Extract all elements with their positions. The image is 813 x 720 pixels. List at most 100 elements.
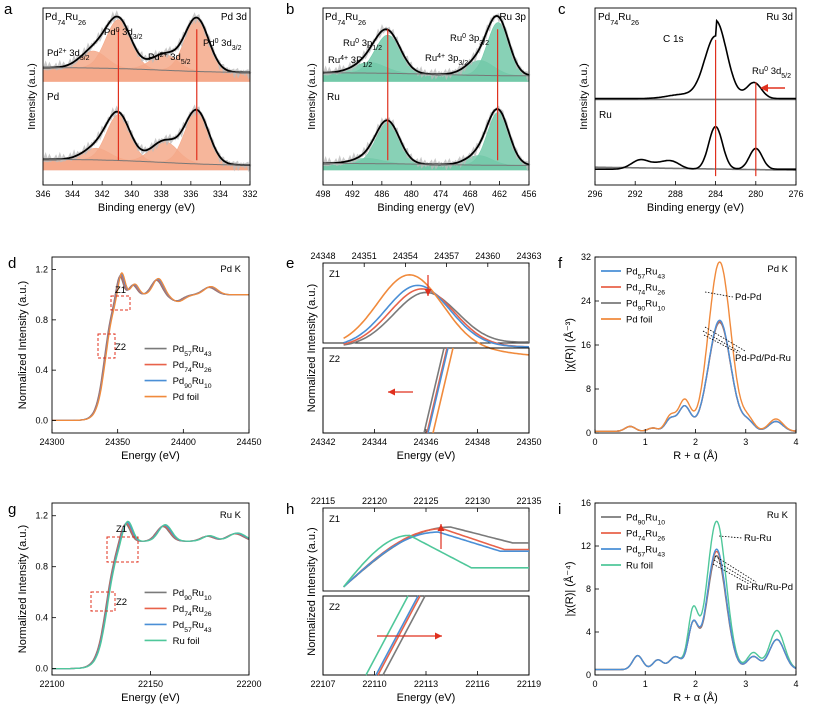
x-axis-label: Energy (eV) [121, 450, 180, 462]
x-axis-label: R + α (Å) [673, 691, 718, 704]
arrow-head [437, 524, 445, 531]
panel-letter: f [558, 255, 563, 272]
x-tick-label: 288 [668, 189, 683, 199]
x-tick-label: 2 [693, 437, 698, 447]
peak-annotation: Pd0 3d3/2 [104, 27, 143, 41]
x-tick-label: 0 [592, 437, 597, 447]
y-tick-label: 0 [586, 428, 591, 438]
x-tick-label: 344 [65, 189, 80, 199]
zoom-curve-z1 [343, 291, 529, 346]
y-tick-label: 0.0 [35, 415, 48, 425]
legend-label: Pd foil [626, 315, 652, 326]
y-tick-label: 0.4 [35, 613, 48, 623]
x-axis-label: Binding energy (eV) [98, 202, 195, 214]
x-tick-label: 2 [693, 679, 698, 689]
x-tick-label: 24344 [362, 437, 387, 447]
legend-label: Ru foil [626, 561, 653, 572]
y-tick-label: 1.2 [35, 265, 48, 275]
x-tick-label: 498 [315, 189, 330, 199]
legend-label: Pd74Ru26 [173, 360, 212, 374]
y-tick-label: 0.0 [35, 664, 48, 674]
x-axis-label: Binding energy (eV) [377, 202, 474, 214]
x-axis-label: Energy (eV) [121, 692, 180, 704]
x-tick-label: 0 [592, 679, 597, 689]
x-tick-label: 338 [154, 189, 169, 199]
peak-annotation: Pd0 3d3/2 [203, 38, 242, 52]
x-tick-label: 280 [748, 189, 763, 199]
panel-d: d Z1 Z2 24300 24350 24400 24450 0.0 0.4 0.8 1.2 Ene… [8, 255, 262, 462]
panel-letter: h [286, 501, 294, 518]
panel-letter: g [8, 501, 16, 518]
x-tick-label: 22135 [516, 496, 541, 506]
x-tick-label: 474 [433, 189, 448, 199]
y-axis-label: |χ(R)| (Å⁻⁴) [563, 561, 576, 616]
baseline-ref [323, 163, 529, 166]
x-tick-label: 22113 [414, 679, 438, 689]
x-tick-label: 24363 [516, 251, 541, 261]
panel-e: e 24348 24351 24354 24357 24360 24363 24342 2434… [286, 251, 542, 462]
zoom-box [97, 333, 116, 359]
y-tick-label: 4 [586, 627, 591, 637]
y-tick-label: 8 [586, 384, 591, 394]
zoom-curve-z2 [432, 347, 454, 434]
panel-g: g Z1 Z2 22100 22150 22200 0.0 0.4 0.8 1.2 Energy (… [8, 501, 262, 704]
xanes-curve [52, 521, 250, 670]
x-tick-label: 24346 [413, 437, 438, 447]
arrow-head [388, 388, 395, 396]
legend-label: Pd90Ru10 [173, 376, 212, 390]
arrow-head [760, 84, 768, 92]
zoom-label: Z2 [116, 597, 127, 608]
x-tick-label: 22119 [517, 679, 541, 689]
panel-a: a 346 344 342 340 338 336 334 332 Binding energy … [4, 1, 258, 214]
baseline-sample [43, 67, 251, 73]
annotation-leader [704, 291, 734, 298]
zoom-curve-z2 [427, 347, 449, 434]
x-tick-label: 340 [124, 189, 139, 199]
zoom-box [110, 295, 131, 311]
x-tick-label: 24300 [39, 437, 64, 447]
y-axis-label: |χ(R)| (Å⁻³) [563, 318, 576, 372]
zoom-curve-z1 [343, 528, 529, 588]
arrow-head [435, 632, 442, 640]
x-tick-label: 332 [242, 189, 257, 199]
x-tick-label: 24351 [352, 251, 377, 261]
panel-h: h 22115 22120 22125 22130 22135 22107 22110 2211… [286, 496, 542, 704]
plot-frame [42, 7, 251, 186]
x-tick-label: 492 [345, 189, 360, 199]
x-tick-label: 22125 [413, 496, 438, 506]
plot-frame [322, 7, 530, 186]
y-tick-label: 8 [586, 584, 591, 594]
peak-annotation: Pd2+ 3d5/2 [148, 52, 191, 66]
edge-title: Pd K [767, 264, 788, 275]
xanes-curve [52, 523, 250, 670]
y-tick-label: 32 [581, 252, 591, 262]
y-axis-label: Intensity (a.u.) [578, 63, 590, 130]
x-tick-label: 292 [628, 189, 643, 199]
x-tick-label: 22115 [311, 496, 335, 506]
x-axis-label: Energy (eV) [397, 450, 456, 462]
zoom-curve-z1 [342, 534, 529, 588]
edge-title: Ru K [767, 510, 789, 521]
x-tick-label: 24350 [105, 437, 130, 447]
y-tick-label: 16 [581, 340, 591, 350]
xanes-curve [52, 271, 249, 422]
panel-letter: i [558, 501, 561, 518]
x-tick-label: 24348 [465, 437, 490, 447]
zoom-label: Z1 [329, 514, 340, 525]
ft-curve [595, 321, 797, 432]
sample-label: Pd74Ru26 [45, 12, 86, 27]
x-tick-label: 22150 [138, 679, 163, 689]
edge-title: Ru K [220, 510, 242, 521]
arrow-head [424, 289, 432, 296]
y-axis-label: Intensity (a.u.) [26, 63, 38, 130]
zoom-curve-z1 [343, 273, 530, 356]
zoom-label: Z1 [116, 524, 127, 535]
annotation-leader [714, 555, 757, 583]
x-tick-label: 22100 [39, 679, 64, 689]
x-tick-label: 24360 [475, 251, 500, 261]
annotation-leader [703, 334, 739, 354]
x-tick-label: 4 [793, 437, 798, 447]
zoom-label: Z2 [115, 342, 126, 353]
legend-label: Pd foil [173, 392, 199, 403]
